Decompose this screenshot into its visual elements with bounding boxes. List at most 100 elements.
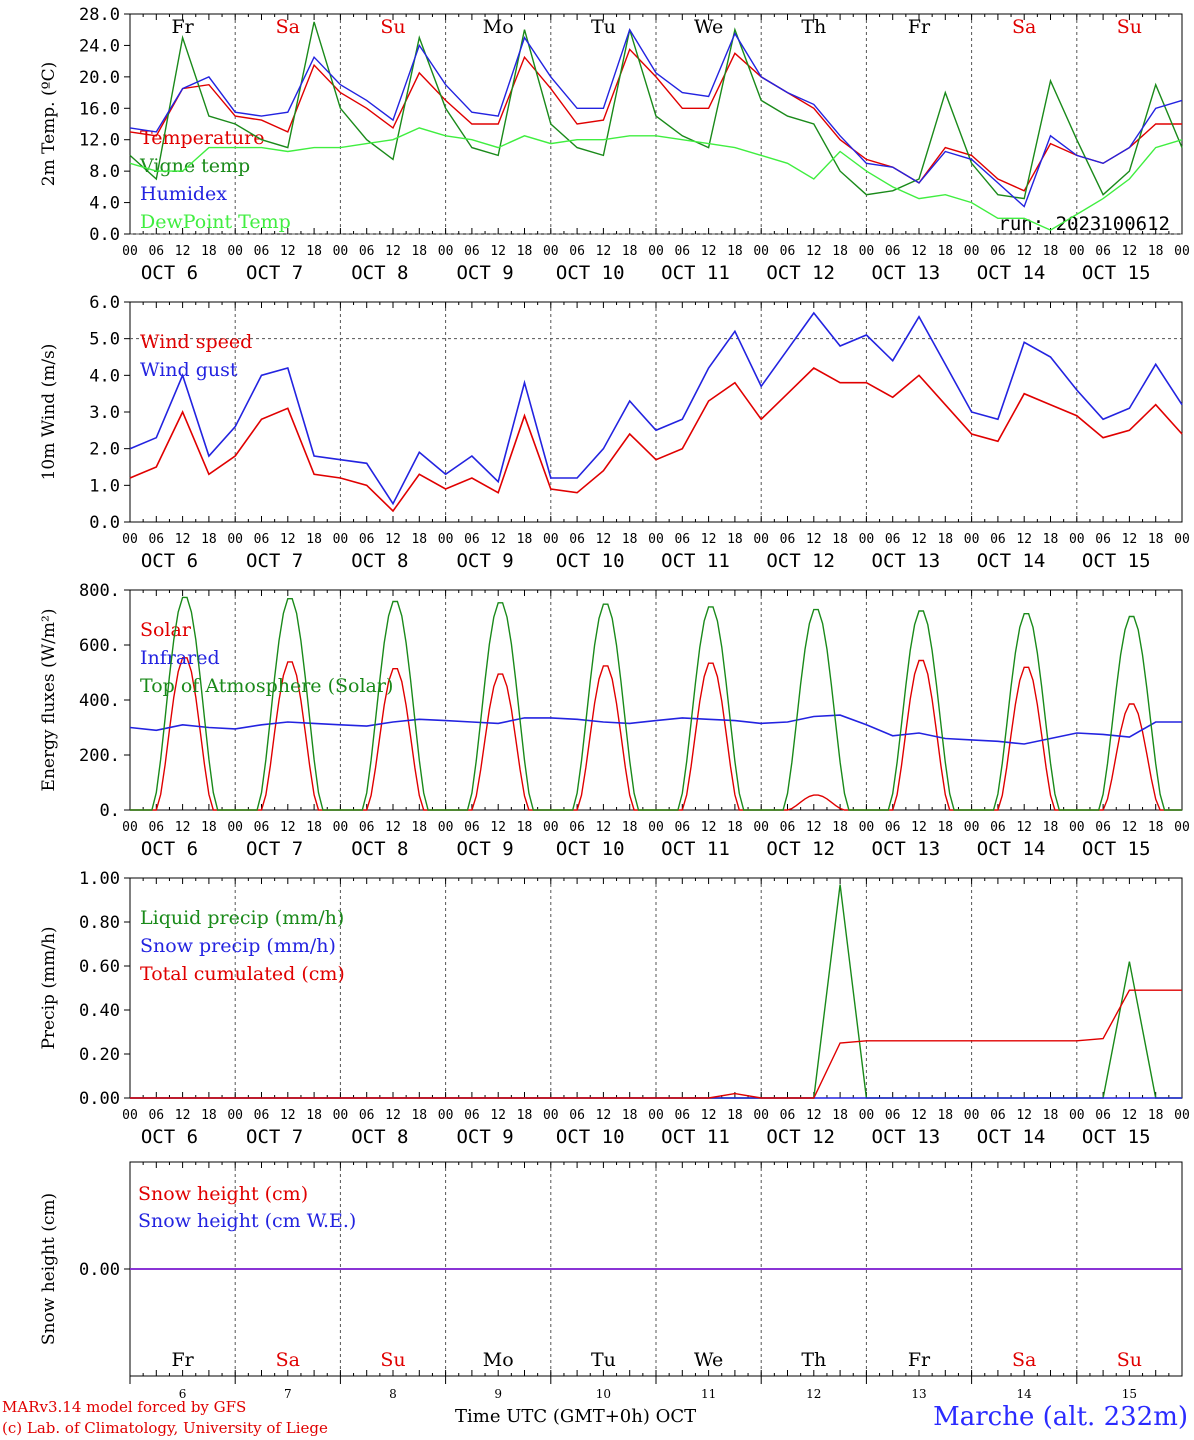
x-date-label: OCT 10 [556, 1126, 625, 1148]
x-hour-label: 00 [648, 532, 664, 547]
x-hour-label: 00 [753, 820, 769, 835]
x-hour-label: 12 [701, 244, 717, 259]
series-line-1 [129, 367, 1183, 513]
x-date-label: OCT 6 [141, 550, 198, 572]
y-tick-label: 20.0 [79, 68, 120, 88]
x-hour-label: 06 [674, 1108, 690, 1123]
x-hour-label: 06 [254, 820, 270, 835]
x-hour-label: 18 [937, 820, 953, 835]
y-tick-label: 0.60 [79, 957, 120, 977]
x-hour-label: 12 [806, 244, 822, 259]
x-hour-label: 00 [1069, 1108, 1085, 1123]
x-hour-label: 00 [122, 1108, 138, 1123]
day-of-week-label: Mo [483, 16, 514, 38]
x-hour-label: 18 [727, 820, 743, 835]
series-line-4 [129, 127, 1183, 231]
x-hour-label: 06 [359, 1108, 375, 1123]
day-of-week-label: Sa [1012, 1349, 1036, 1371]
y-axis-label: 2m Temp. (ºC) [39, 62, 59, 187]
x-hour-label: 06 [780, 1108, 796, 1123]
series-line-2 [129, 311, 1183, 506]
x-hour-label: 18 [937, 244, 953, 259]
legend-entry: Wind gust [140, 359, 238, 381]
x-hour-label: 00 [438, 532, 454, 547]
day-of-week-label: Th [801, 16, 826, 38]
x-hour-label: 18 [201, 244, 217, 259]
x-date-label: OCT 14 [977, 1126, 1046, 1148]
day-of-week-label: Su [1117, 1349, 1142, 1371]
x-hour-label: 06 [990, 532, 1006, 547]
x-hour-label: 18 [1148, 532, 1164, 547]
x-hour-label: 18 [727, 244, 743, 259]
legend-entry: Humidex [140, 183, 227, 205]
x-hour-label: 18 [411, 532, 427, 547]
x-hour-label: 06 [674, 820, 690, 835]
x-date-label: OCT 8 [351, 838, 408, 860]
x-hour-label: 18 [622, 820, 638, 835]
y-tick-label: 0.0 [89, 513, 120, 533]
x-date-label: OCT 9 [456, 262, 513, 284]
x-hour-label: 06 [990, 820, 1006, 835]
x-date-label: OCT 7 [246, 262, 303, 284]
x-hour-label: 18 [832, 244, 848, 259]
day-of-week-label: Fr [171, 16, 194, 38]
y-tick-label: 28.0 [79, 5, 120, 25]
x-hour-label: 06 [1095, 244, 1111, 259]
x-hour-label: 12 [806, 1108, 822, 1123]
x-hour-label: 00 [543, 820, 559, 835]
x-date-label: OCT 9 [456, 838, 513, 860]
x-hour-label: 18 [517, 820, 533, 835]
x-hour-label: 12 [280, 1108, 296, 1123]
x-hour-label: 18 [306, 1108, 322, 1123]
x-hour-label: 12 [701, 1108, 717, 1123]
legend-entry: Snow height (cm) [138, 1183, 308, 1205]
x-hour-label: 06 [990, 1108, 1006, 1123]
series-line-3 [130, 989, 1182, 1099]
x-hour-label: 06 [464, 244, 480, 259]
y-tick-label: 1.0 [89, 476, 120, 496]
x-hour-label: 18 [937, 1108, 953, 1123]
legend-entry: Liquid precip (mm/h) [140, 907, 344, 929]
x-hour-label: 06 [148, 820, 164, 835]
legend-entry: DewPoint Temp [140, 211, 291, 233]
x-hour-label: 12 [911, 244, 927, 259]
x-hour-label: 12 [490, 532, 506, 547]
x-hour-label: 12 [1016, 1108, 1032, 1123]
model-credit: MARv3.14 model forced by GFS [2, 1398, 247, 1416]
x-hour-label: 00 [333, 244, 349, 259]
x-hour-label: 00 [1069, 244, 1085, 259]
x-hour-label: 06 [1095, 820, 1111, 835]
x-hour-label: 06 [780, 532, 796, 547]
x-hour-label: 18 [622, 244, 638, 259]
day-of-week-label: Tu [591, 1349, 616, 1371]
x-hour-label: 00 [964, 820, 980, 835]
x-date-label: OCT 15 [1082, 262, 1151, 284]
x-hour-label: 18 [411, 1108, 427, 1123]
x-hour-label: 18 [517, 244, 533, 259]
x-date-label: OCT 15 [1082, 838, 1151, 860]
x-hour-label: 12 [1122, 1108, 1138, 1123]
legend-entry: Wind speed [140, 331, 252, 353]
x-hour-label: 00 [1069, 820, 1085, 835]
x-hour-label: 00 [753, 1108, 769, 1123]
x-hour-label: 06 [885, 532, 901, 547]
y-tick-label: 4.0 [89, 366, 120, 386]
day-number-label: 13 [911, 1387, 926, 1401]
x-hour-label: 06 [885, 820, 901, 835]
y-axis-label: Precip (mm/h) [39, 926, 59, 1049]
x-hour-label: 12 [701, 532, 717, 547]
x-date-label: OCT 11 [661, 1126, 730, 1148]
day-of-week-label: We [694, 16, 723, 38]
x-date-label: OCT 6 [141, 838, 198, 860]
day-of-week-label: Th [801, 1349, 826, 1371]
x-date-label: OCT 12 [766, 1126, 835, 1148]
x-hour-label: 06 [254, 244, 270, 259]
y-tick-label: 3.0 [89, 403, 120, 423]
day-number-label: 10 [596, 1387, 611, 1401]
day-number-label: 15 [1122, 1387, 1137, 1401]
y-tick-label: 0.20 [79, 1045, 120, 1065]
x-date-label: OCT 14 [977, 838, 1046, 860]
x-date-label: OCT 12 [766, 550, 835, 572]
x-hour-label: 00 [438, 820, 454, 835]
